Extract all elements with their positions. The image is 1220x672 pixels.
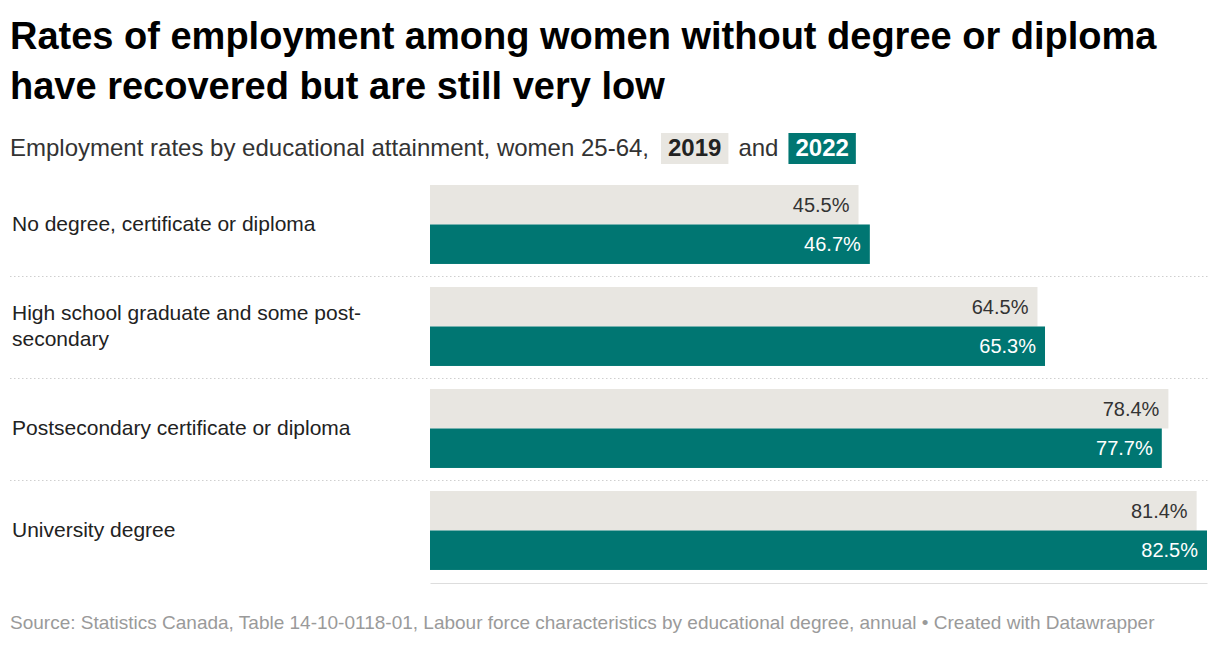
category-label: University degree [12, 518, 175, 541]
data-label: 82.5% [1141, 539, 1198, 561]
data-label: 78.4% [1103, 398, 1160, 420]
axis-line [431, 583, 1208, 584]
data-label: 65.3% [979, 335, 1036, 357]
text-line: Source: Statistics Canada, Table 14-10-0… [10, 612, 1155, 633]
legend-joiner: and [738, 134, 778, 161]
legend-label: 2019 [668, 134, 721, 161]
group-separator [10, 480, 1210, 481]
text-line: Rates of employment among women without … [10, 15, 1157, 57]
subtitle: Employment rates by educational attainme… [10, 134, 649, 161]
bar [430, 224, 870, 263]
data-label: 45.5% [793, 194, 850, 216]
bar [430, 491, 1197, 530]
text-line: University degree [12, 518, 175, 541]
bars [430, 185, 1207, 570]
text-line: Postsecondary certificate or diploma [12, 416, 351, 439]
legend-item: 2022 [788, 133, 855, 164]
category-label: Postsecondary certificate or diploma [12, 416, 351, 439]
source: Source: Statistics Canada, Table 14-10-0… [10, 612, 1155, 633]
category-label: No degree, certificate or diploma [12, 212, 316, 235]
chart: Rates of employment among women without … [0, 0, 1220, 672]
title: Rates of employment among women without … [10, 15, 1157, 107]
bar [430, 428, 1162, 467]
text-line: have recovered but are still very low [10, 65, 665, 107]
text-line: No degree, certificate or diploma [12, 212, 316, 235]
data-label: 64.5% [972, 296, 1029, 318]
bar [430, 326, 1045, 365]
legend-item: 2019 [661, 133, 728, 164]
x-axis [431, 583, 1208, 584]
data-label: 77.7% [1096, 437, 1153, 459]
data-label: 81.4% [1131, 500, 1188, 522]
group-separator [10, 276, 1210, 277]
bar [430, 287, 1037, 326]
text-line: High school graduate and some post- [12, 301, 361, 324]
bar [430, 389, 1168, 428]
bar [430, 185, 859, 224]
bar [430, 530, 1207, 569]
group-separator [10, 378, 1210, 379]
category-label: High school graduate and some post-secon… [12, 301, 361, 350]
legend-label: 2022 [795, 134, 848, 161]
text-line: secondary [12, 327, 109, 350]
data-label: 46.7% [804, 233, 861, 255]
legend-swatch [788, 133, 855, 164]
legend-swatch [661, 133, 728, 164]
